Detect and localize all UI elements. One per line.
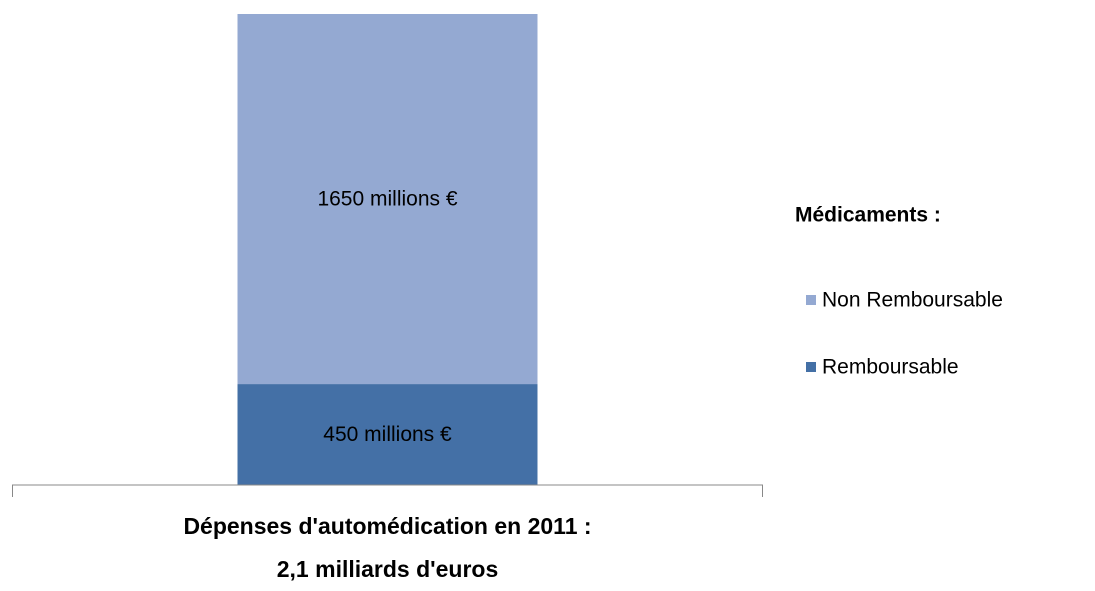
x-tick-label: Dépenses d'automédication en 2011 : 2,1 … [183, 513, 592, 582]
bar-segment [237, 14, 538, 385]
data-label: 1650 millions € [317, 188, 457, 211]
legend-title: Médicaments : [795, 204, 941, 227]
legend-swatch [806, 362, 816, 372]
data-label: 450 millions € [323, 423, 452, 446]
legend-label: Non Remboursable [822, 289, 1003, 312]
legend-label: Remboursable [822, 356, 959, 379]
legend-swatch [806, 295, 816, 305]
bar-segment [237, 384, 538, 485]
